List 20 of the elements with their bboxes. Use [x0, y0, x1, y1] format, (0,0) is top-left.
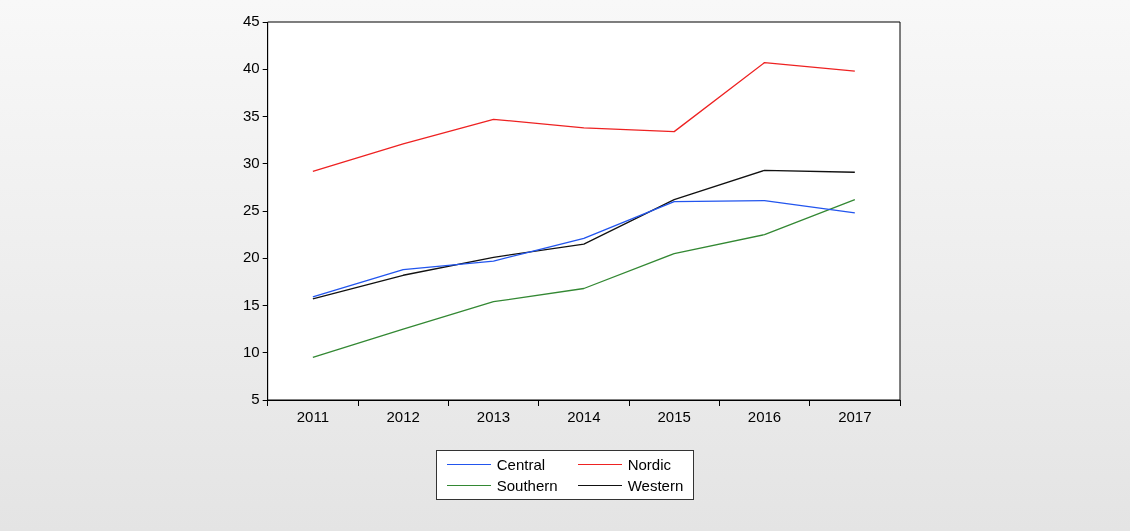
y-tick-label: 25	[243, 201, 260, 219]
y-tick-label: 30	[243, 153, 260, 171]
x-tick-label: 2011	[296, 408, 329, 426]
y-tick-label: 5	[251, 390, 260, 408]
y-tick-label: 35	[243, 106, 260, 124]
x-tick-label: 2015	[657, 408, 691, 426]
y-tick-label: 45	[243, 12, 260, 30]
legend-label: Central	[496, 456, 546, 473]
legend-label: Western	[627, 477, 684, 494]
x-tick-label: 2012	[386, 408, 420, 426]
y-tick-label: 40	[243, 59, 260, 77]
y-tick-label: 10	[243, 342, 260, 360]
legend-label: Southern	[496, 477, 558, 494]
y-tick-label: 15	[243, 295, 260, 313]
x-tick-label: 2014	[567, 408, 601, 426]
legend-label: Nordic	[627, 456, 672, 473]
x-tick-label: 2017	[838, 408, 872, 426]
x-tick-label: 2013	[476, 408, 511, 426]
x-tick-label: 2016	[747, 408, 782, 426]
y-tick-label: 20	[243, 248, 260, 266]
